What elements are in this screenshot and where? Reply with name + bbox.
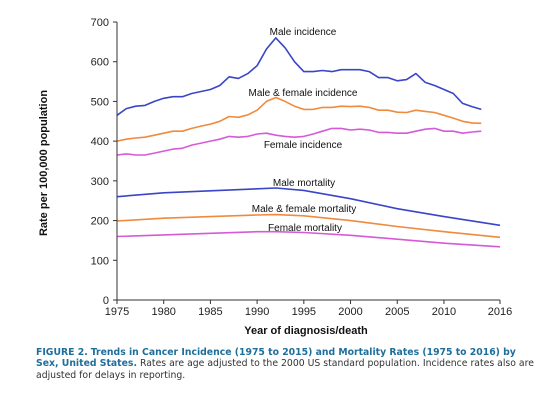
y-tick-label: 100 bbox=[91, 255, 109, 267]
series-line-6 bbox=[116, 230, 501, 248]
x-tick-label: 1990 bbox=[245, 306, 269, 318]
figure-caption: FIGURE 2. Trends in Cancer Incidence (19… bbox=[36, 347, 536, 381]
y-tick-label: 200 bbox=[91, 216, 109, 228]
series-line-1 bbox=[116, 37, 482, 116]
series-label-5: Male & female mortality bbox=[252, 204, 356, 215]
y-tick-label: 500 bbox=[91, 96, 109, 108]
figure-number: FIGURE 2. bbox=[36, 347, 88, 358]
series-label-1: Male incidence bbox=[270, 27, 337, 38]
x-tick-label: 2005 bbox=[385, 306, 409, 318]
y-tick-label: 0 bbox=[103, 295, 109, 307]
figure-title: Trends in Cancer Incidence (1975 to 2015… bbox=[36, 347, 516, 370]
x-axis-title: Year of diagnosis/death bbox=[244, 325, 368, 337]
x-tick-label: 1985 bbox=[198, 306, 222, 318]
y-tick-label: 700 bbox=[91, 17, 109, 29]
x-tick-label: 2010 bbox=[432, 306, 456, 318]
y-axis-title: Rate per 100,000 population bbox=[38, 90, 50, 236]
series-label-4: Male mortality bbox=[273, 178, 335, 189]
y-tick-label: 400 bbox=[91, 136, 109, 148]
series-label-layer: Male incidence Male & female incidence Fem… bbox=[249, 27, 358, 234]
series-label-6: Female mortality bbox=[268, 223, 342, 234]
x-tick-label: 1980 bbox=[151, 306, 175, 318]
series-line-4 bbox=[116, 187, 501, 227]
x-tick-label: 2016 bbox=[488, 306, 512, 318]
series-label-3: Female incidence bbox=[264, 140, 343, 151]
figure-note: Rates are age adjusted to the 2000 US st… bbox=[36, 358, 534, 381]
x-tick-label: 1995 bbox=[292, 306, 316, 318]
series-layer bbox=[116, 37, 501, 248]
y-tick-label: 300 bbox=[91, 176, 109, 188]
y-tick-label: 600 bbox=[91, 57, 109, 69]
x-tick-label: 2000 bbox=[338, 306, 362, 318]
series-line-3 bbox=[116, 127, 482, 156]
tick-layer: 0 100 200 300 400 500 600 700 1975 1980 1985 1990 19… bbox=[91, 17, 513, 318]
series-line-2 bbox=[116, 96, 482, 142]
series-line-5 bbox=[116, 213, 501, 239]
line-chart: 0 100 200 300 400 500 600 700 1975 1980 1985 1990 19… bbox=[38, 17, 513, 337]
series-label-2: Male & female incidence bbox=[249, 88, 358, 99]
x-tick-label: 1975 bbox=[105, 306, 129, 318]
